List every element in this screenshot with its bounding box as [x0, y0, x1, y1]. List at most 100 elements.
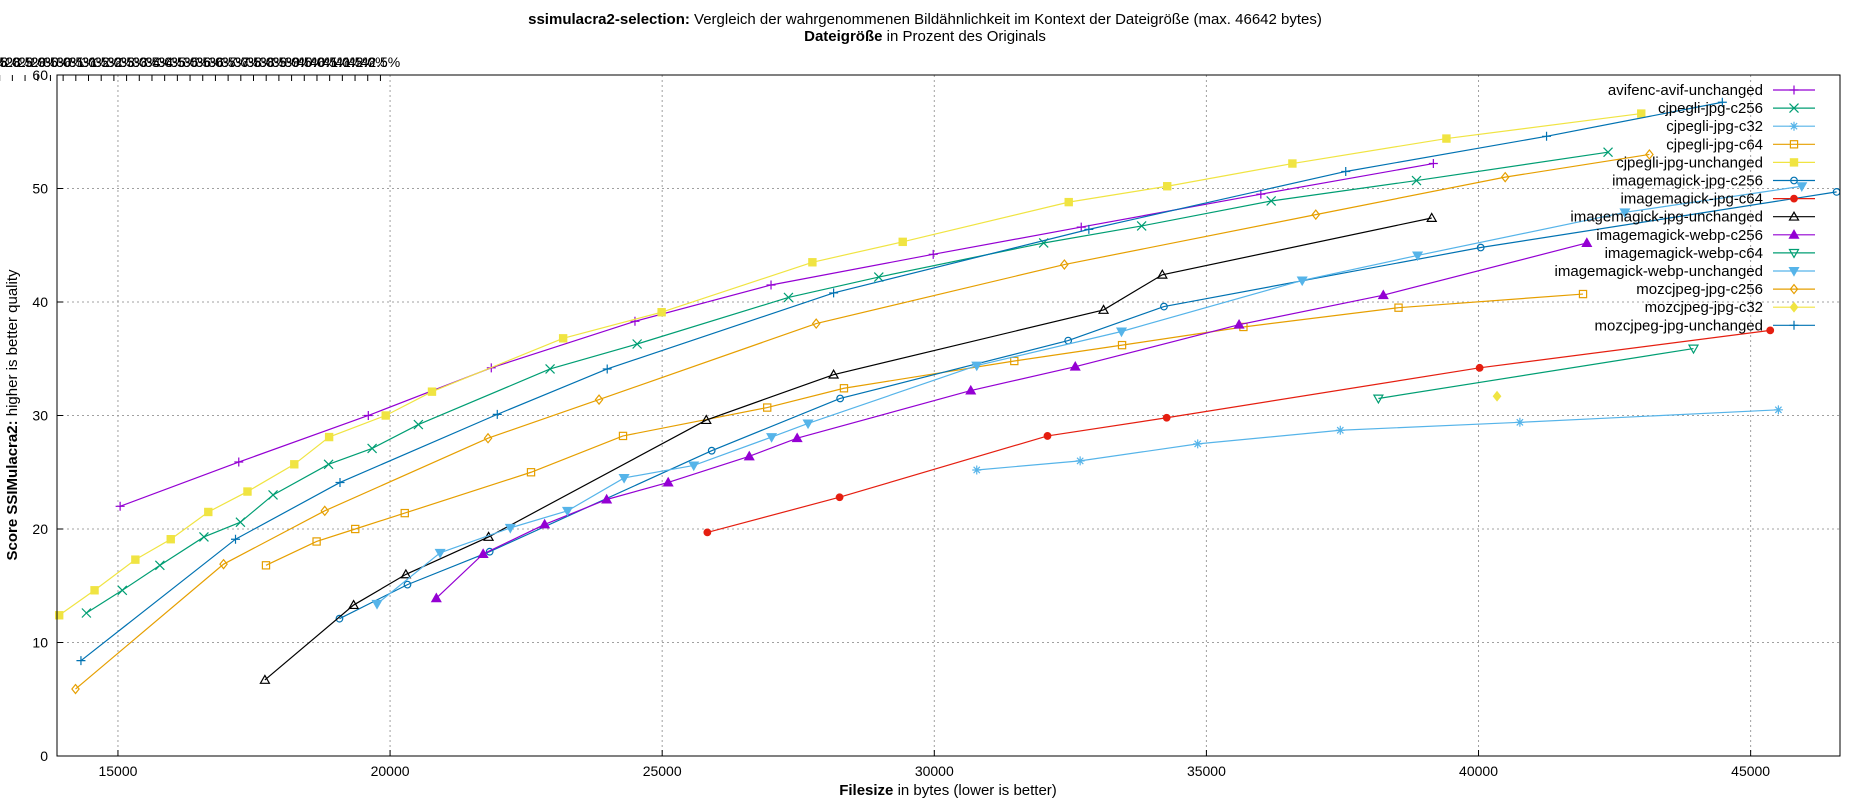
x-tick-label: 35000 [1187, 763, 1226, 779]
data-point [526, 468, 536, 477]
series-avifenc-avif-unchanged [115, 159, 1438, 511]
x2-tick-label: 39.0% [272, 54, 312, 70]
data-point [1098, 304, 1110, 314]
data-point [630, 316, 640, 326]
legend-label: imagemagick-jpg-unchanged [1570, 209, 1763, 226]
data-point [1288, 159, 1297, 168]
x-tick-label: 15000 [98, 763, 137, 779]
data-point [1372, 394, 1384, 405]
legend-label: mozcjpeg-jpg-unchanged [1595, 317, 1763, 334]
data-point [1411, 175, 1422, 186]
data-point [1542, 131, 1552, 141]
data-point [766, 280, 776, 290]
data-point [261, 561, 271, 570]
legend: avifenc-avif-unchangedcjpegli-jpg-c256cj… [1555, 82, 1815, 334]
data-point [204, 507, 213, 517]
data-point [688, 461, 700, 472]
legend-label: imagemagick-webp-unchanged [1555, 263, 1763, 280]
chart-title: ssimulacra2-selection: Vergleich der wah… [528, 11, 1322, 28]
series-line [119, 162, 1434, 507]
legend-entry: imagemagick-webp-c64 [1605, 245, 1815, 262]
data-point [485, 547, 494, 556]
data-point [1394, 303, 1403, 312]
legend-entry: imagemagick-jpg-c64 [1620, 191, 1815, 208]
data-point [700, 414, 712, 425]
data-point [1084, 224, 1094, 234]
data-point [54, 611, 64, 620]
data-point [1156, 269, 1168, 279]
data-point [371, 599, 383, 610]
data-point [430, 592, 442, 603]
grid-lines [57, 75, 1840, 756]
legend-entry: imagemagick-webp-c256 [1596, 227, 1815, 244]
data-point [413, 419, 424, 430]
x2-tick-label: 27.5% [0, 54, 20, 70]
data-point [1117, 340, 1127, 350]
data-point [1500, 171, 1510, 183]
series-imagemagick-jpg-unchanged [259, 212, 1438, 684]
data-point [1162, 413, 1171, 422]
data-point [76, 656, 86, 666]
series-line [80, 101, 1723, 662]
x-tick-label: 45000 [1731, 763, 1770, 779]
series-line [264, 217, 1432, 681]
data-point [811, 318, 821, 330]
data-point [561, 506, 574, 517]
data-point [791, 432, 803, 443]
y-axis-label: Score SSIMulacra2: higher is better qual… [4, 269, 21, 560]
data-point [363, 411, 373, 420]
data-point [335, 477, 345, 487]
legend-entry: imagemagick-webp-unchanged [1555, 263, 1815, 280]
x2-tick-label: 35.5% [183, 54, 223, 70]
data-point [335, 614, 344, 623]
series-line [75, 153, 1650, 690]
x-axis-ticks: 15000 20000 25000 30000 35000 40000 45000 [98, 750, 1770, 779]
data-point [601, 493, 613, 504]
x2-tick-label: 29.0% [18, 54, 58, 70]
data-point [1475, 363, 1484, 372]
data-point [434, 548, 446, 559]
data-point [323, 459, 334, 470]
data-point [1492, 390, 1502, 402]
series-cjpegli-jpg-c256 [81, 147, 1613, 618]
chart-subtitle: Dateigröße in Prozent des Originals [804, 28, 1046, 45]
data-point [1619, 208, 1631, 219]
data-point [348, 599, 360, 610]
x2-tick-label: 34.5% [158, 54, 198, 70]
data-point [898, 237, 907, 247]
data-point [166, 535, 175, 544]
legend-marker [1789, 85, 1799, 95]
x2-tick-label: 31.5% [81, 54, 121, 70]
data-point [1233, 318, 1245, 329]
data-point [1428, 159, 1438, 169]
data-point [1335, 425, 1345, 435]
series-mozcjpeg-jpg-c32 [1492, 390, 1502, 402]
legend-marker [1788, 267, 1800, 277]
data-point [1773, 405, 1783, 415]
x2-tick-label: 40.5% [310, 54, 350, 70]
x2-tick-label: 42.0% [348, 54, 388, 70]
data-point [835, 493, 844, 502]
x2-tick-label: 41.0% [322, 54, 362, 70]
series-line [265, 293, 1584, 566]
data-point [400, 568, 412, 579]
legend-marker [1789, 301, 1799, 313]
data-point [873, 272, 884, 282]
data-point [1377, 289, 1389, 300]
data-point [268, 490, 278, 500]
data-point [259, 674, 271, 684]
data-point [1193, 439, 1203, 449]
series-line [1378, 347, 1694, 400]
data-point [1069, 360, 1081, 371]
data-point [828, 368, 840, 379]
data-point [320, 505, 330, 517]
data-point [492, 409, 502, 419]
data-point [972, 465, 982, 475]
data-point [1603, 147, 1613, 158]
legend-entry: mozcjpeg-jpg-c32 [1645, 299, 1815, 316]
x2-tick-label: 33.5% [132, 54, 172, 70]
x2-tick-label: 36.0% [196, 54, 236, 70]
x-axis-label: Filesize in bytes (lower is better) [839, 782, 1057, 799]
series-line [976, 409, 1779, 471]
